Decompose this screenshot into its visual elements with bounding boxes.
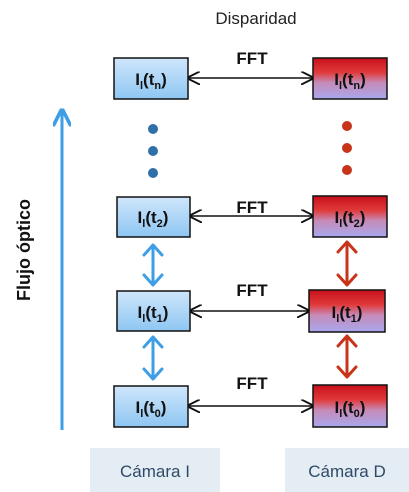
right-ellipsis-dot bbox=[342, 143, 352, 153]
fft-links bbox=[188, 78, 313, 406]
left-node-t0: Il(t0) bbox=[113, 385, 189, 428]
fft-label: FFT bbox=[236, 49, 268, 68]
svg-text:Il(t0): Il(t0) bbox=[136, 398, 167, 420]
svg-text:Il(t2): Il(t2) bbox=[335, 208, 366, 230]
left-node-tn: Il(tn) bbox=[113, 57, 189, 100]
title-disparidad: Disparidad bbox=[215, 9, 296, 28]
svg-text:Il(t1): Il(t1) bbox=[332, 303, 363, 325]
right-node-t1: Il(t1) bbox=[308, 289, 386, 333]
camera-right-label: Cámara D bbox=[308, 462, 385, 481]
fft-label: FFT bbox=[236, 374, 268, 393]
svg-text:Il(t1): Il(t1) bbox=[138, 303, 169, 325]
right-node-tn: Il(tn) bbox=[312, 57, 388, 100]
axis-label-flujo-optico: Flujo óptico bbox=[14, 199, 34, 301]
left-node-t1: Il(t1) bbox=[116, 290, 191, 332]
camera-left-box bbox=[90, 448, 220, 492]
right-node-t0: Il(t0) bbox=[312, 384, 388, 428]
camera-right-box bbox=[285, 448, 409, 492]
right-node-t2: Il(t2) bbox=[312, 195, 388, 238]
fft-label: FFT bbox=[236, 198, 268, 217]
fft-label: FFT bbox=[236, 281, 268, 300]
right-ellipsis-dot bbox=[342, 121, 352, 131]
svg-text:Il(tn): Il(tn) bbox=[135, 70, 167, 92]
left-ellipsis-dot bbox=[148, 124, 158, 134]
right-ellipsis-dot bbox=[342, 165, 352, 175]
camera-left-label: Cámara I bbox=[120, 462, 190, 481]
right-vertical-arrows bbox=[336, 240, 358, 379]
left-vertical-arrows bbox=[142, 243, 164, 381]
svg-text:Il(t2): Il(t2) bbox=[138, 208, 169, 230]
left-ellipsis-dot bbox=[148, 146, 158, 156]
left-ellipsis-dot bbox=[148, 168, 158, 178]
svg-text:Il(t0): Il(t0) bbox=[335, 398, 366, 420]
left-node-t2: Il(t2) bbox=[116, 196, 191, 238]
svg-text:Il(tn): Il(tn) bbox=[334, 70, 366, 92]
